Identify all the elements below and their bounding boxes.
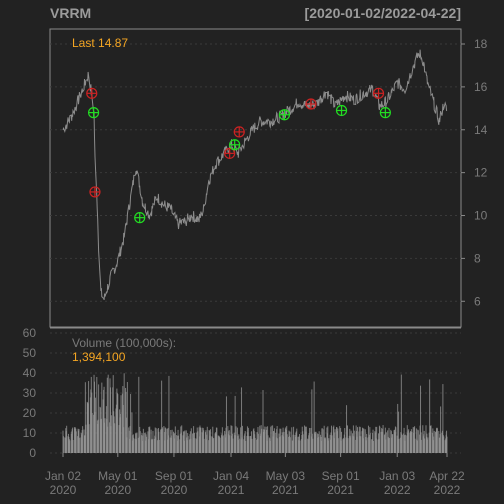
volume-axis: 0 10 20 30 40 50 60	[23, 326, 37, 460]
price-axis: 6 8 10 12 14 16 18	[461, 37, 488, 308]
price-tick-label: 14	[474, 123, 488, 137]
price-panel-frame	[49, 28, 462, 328]
sell-signal-marker	[89, 186, 101, 198]
volume-tick-label: 30	[23, 386, 37, 400]
time-tick-label: May 03	[266, 469, 306, 483]
volume-tick-label: 10	[23, 426, 37, 440]
sell-signal-marker	[372, 87, 385, 99]
buy-signal-marker	[87, 107, 100, 119]
buy-signal-marker	[379, 107, 391, 119]
date-range-label: [2020-01-02/2022-04-22]	[305, 5, 461, 21]
time-tick-year: 2022	[384, 483, 411, 497]
volume-series	[62, 373, 448, 453]
buy-signal-marker	[278, 109, 291, 121]
time-tick-label: Jan 02	[45, 469, 81, 483]
time-tick-year: 2022	[434, 483, 461, 497]
time-tick-label: Sep 01	[155, 469, 193, 483]
volume-tick-label: 0	[29, 446, 36, 460]
time-tick-year: 2021	[272, 483, 299, 497]
price-line	[62, 49, 448, 301]
time-tick-label: May 01	[98, 469, 138, 483]
volume-last-value: 1,394,100	[72, 350, 126, 364]
time-tick-label: Apr 22	[429, 469, 465, 483]
volume-tick-label: 20	[23, 406, 37, 420]
last-price-label: Last 14.87	[72, 36, 128, 50]
chart-title: VRRM	[50, 5, 91, 21]
signal-markers	[86, 87, 391, 224]
time-tick-label: Sep 01	[322, 469, 360, 483]
price-tick-label: 10	[474, 209, 488, 223]
time-tick-year: 2021	[327, 483, 354, 497]
volume-tick-label: 50	[23, 346, 37, 360]
price-tick-label: 8	[474, 251, 481, 265]
time-tick-year: 2020	[161, 483, 188, 497]
time-tick-year: 2021	[218, 483, 245, 497]
sell-signal-marker	[86, 87, 98, 99]
sell-signal-marker	[305, 98, 317, 110]
sell-signal-marker	[233, 126, 245, 138]
price-tick-label: 6	[474, 294, 481, 308]
price-tick-label: 12	[474, 166, 488, 180]
volume-tick-label: 60	[23, 326, 37, 340]
volume-label: Volume (100,000s):	[72, 336, 176, 350]
volume-tick-label: 40	[23, 366, 37, 380]
time-tick-year: 2020	[104, 483, 131, 497]
buy-signal-marker	[335, 104, 348, 117]
price-tick-label: 18	[474, 37, 488, 51]
buy-signal-marker	[229, 139, 241, 151]
time-tick-label: Jan 03	[379, 469, 415, 483]
buy-signal-marker	[134, 212, 146, 224]
sell-signal-marker	[224, 147, 236, 159]
price-tick-label: 16	[474, 80, 488, 94]
time-tick-label: Jan 04	[213, 469, 249, 483]
price-gridlines	[50, 43, 461, 302]
time-tick-year: 2020	[50, 483, 77, 497]
price-series	[62, 49, 448, 301]
